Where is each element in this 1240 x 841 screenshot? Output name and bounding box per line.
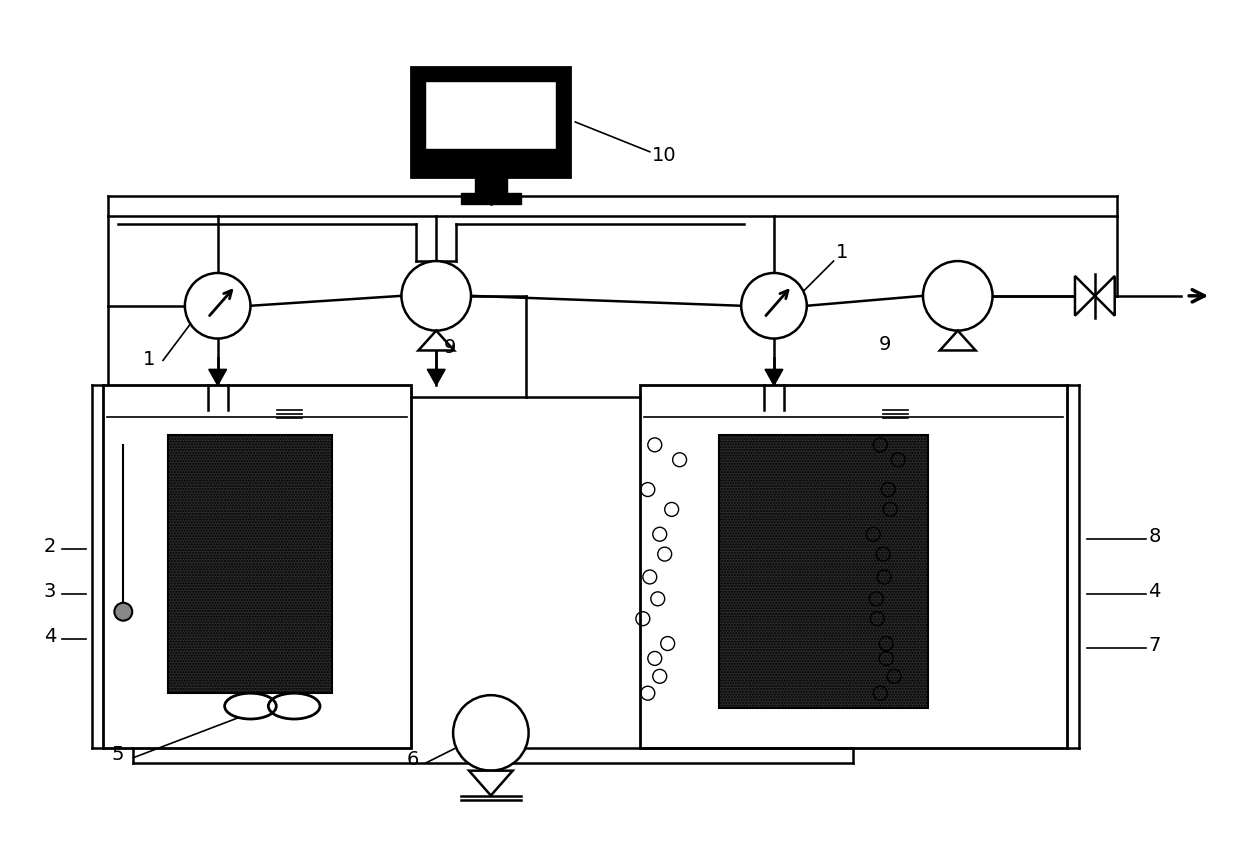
Text: 9: 9 xyxy=(878,336,890,354)
Polygon shape xyxy=(940,331,976,351)
Polygon shape xyxy=(765,369,782,385)
Bar xyxy=(167,435,332,693)
Bar xyxy=(103,385,412,748)
Text: 6: 6 xyxy=(407,749,419,769)
Polygon shape xyxy=(428,369,445,385)
Circle shape xyxy=(114,603,133,621)
Polygon shape xyxy=(1095,276,1115,315)
Polygon shape xyxy=(418,331,454,351)
Text: 2: 2 xyxy=(43,537,56,556)
Polygon shape xyxy=(469,770,512,796)
Text: 4: 4 xyxy=(1148,582,1161,600)
Bar xyxy=(719,435,928,708)
Text: 1: 1 xyxy=(143,351,155,369)
Text: 9: 9 xyxy=(444,338,456,357)
Polygon shape xyxy=(1075,276,1095,315)
Circle shape xyxy=(402,261,471,331)
Circle shape xyxy=(923,261,992,331)
Text: 8: 8 xyxy=(1148,527,1161,546)
Text: 3: 3 xyxy=(43,582,56,600)
Circle shape xyxy=(742,273,807,339)
Bar xyxy=(461,193,521,204)
Text: 10: 10 xyxy=(652,146,676,166)
Bar xyxy=(475,177,507,193)
Text: 1: 1 xyxy=(836,243,848,262)
Bar xyxy=(640,385,1068,748)
Polygon shape xyxy=(208,369,227,385)
Circle shape xyxy=(185,273,250,339)
Circle shape xyxy=(453,696,528,770)
Text: 5: 5 xyxy=(112,745,124,764)
Bar xyxy=(412,67,570,177)
Text: 4: 4 xyxy=(43,627,56,646)
Text: 7: 7 xyxy=(1148,637,1161,655)
Bar xyxy=(425,82,557,149)
